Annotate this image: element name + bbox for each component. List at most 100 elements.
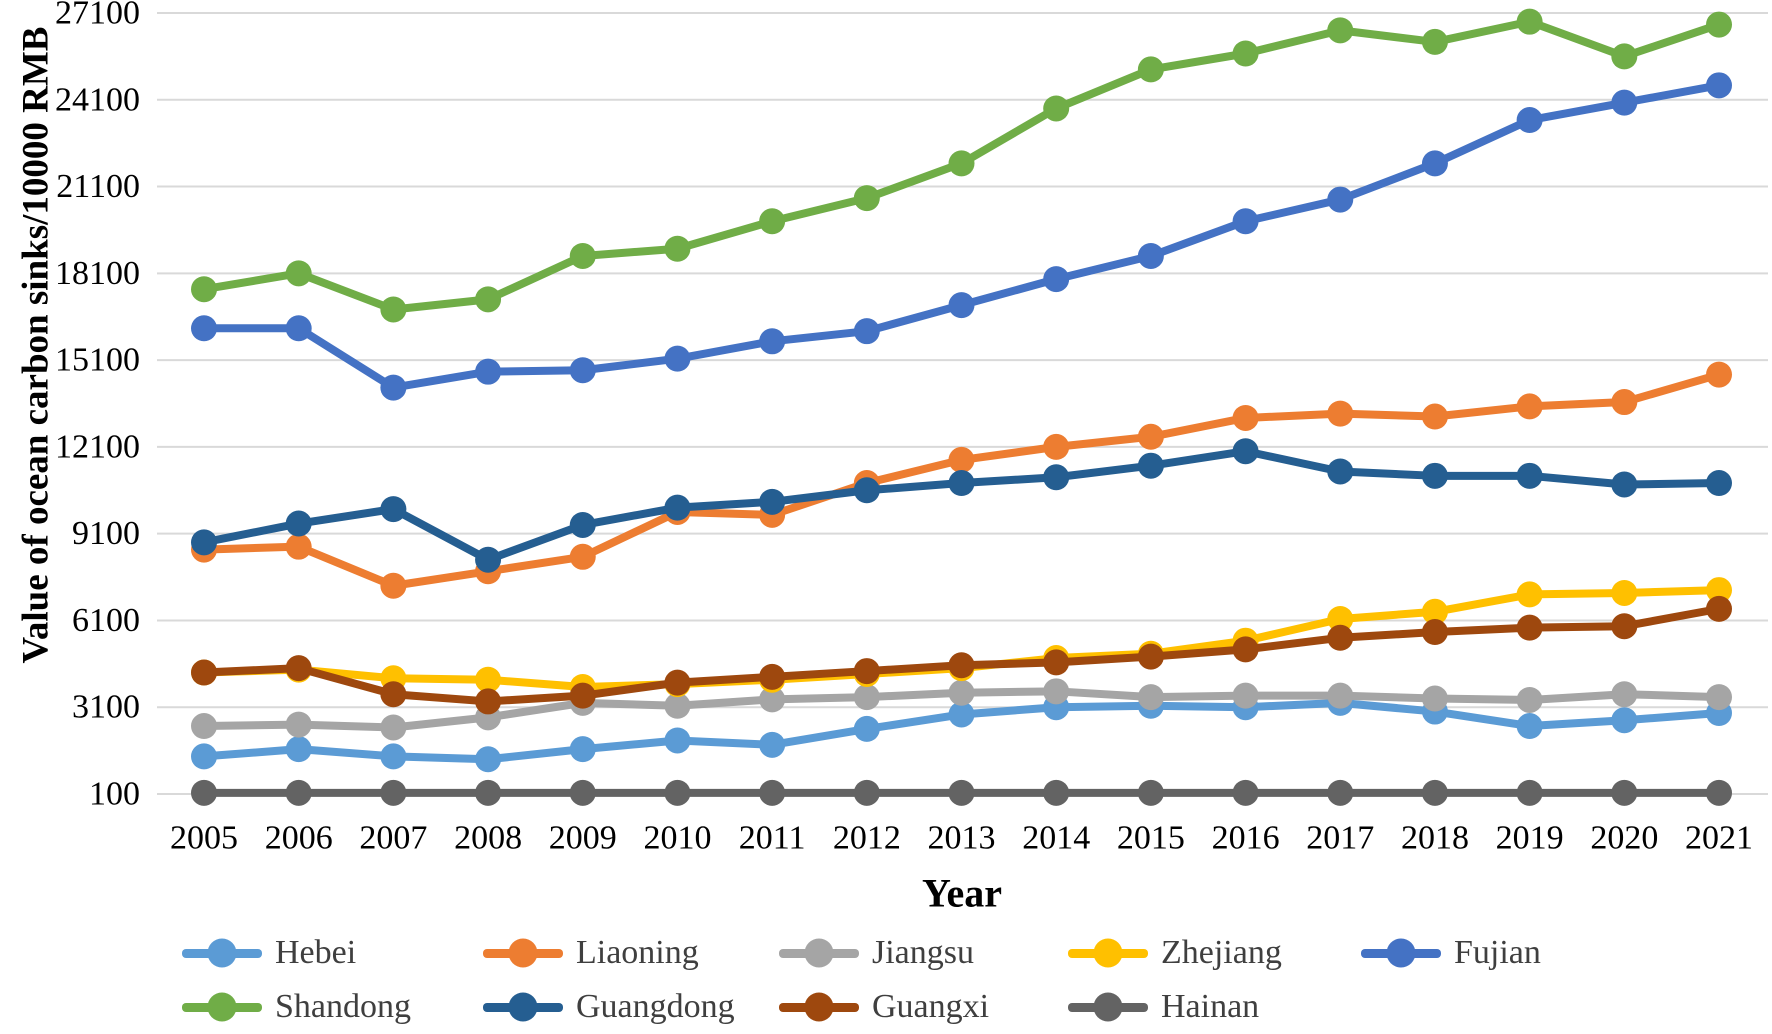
data-point-liaoning bbox=[380, 572, 407, 599]
legend-dot-icon bbox=[508, 938, 538, 968]
legend-item-jiangsu: Jiangsu bbox=[779, 934, 974, 972]
data-point-guangxi bbox=[1137, 643, 1164, 670]
legend-label: Jiangsu bbox=[872, 934, 974, 971]
x-tick-label: 2019 bbox=[1496, 820, 1564, 857]
legend-label: Fujian bbox=[1454, 934, 1541, 971]
x-tick-label: 2021 bbox=[1685, 820, 1753, 857]
data-point-hainan bbox=[191, 779, 217, 806]
data-point-guangdong bbox=[1516, 462, 1543, 489]
data-point-fujian bbox=[475, 358, 502, 385]
legend-dot-icon bbox=[1093, 992, 1123, 1022]
data-point-fujian bbox=[1516, 107, 1543, 134]
legend-item-guangxi: Guangxi bbox=[779, 988, 989, 1026]
data-point-jiangsu bbox=[948, 679, 975, 706]
data-point-liaoning bbox=[1516, 393, 1543, 420]
data-point-jiangsu bbox=[759, 686, 786, 713]
data-point-shandong bbox=[1327, 17, 1354, 44]
y-tick-label: 27100 bbox=[55, 0, 140, 32]
data-point-shandong bbox=[948, 150, 975, 177]
data-point-hebei bbox=[285, 736, 312, 763]
data-point-hainan bbox=[1327, 779, 1354, 806]
data-point-hainan bbox=[1516, 779, 1543, 806]
data-point-guangdong bbox=[1232, 438, 1259, 465]
x-tick-label: 2018 bbox=[1401, 820, 1469, 857]
data-point-liaoning bbox=[1706, 361, 1732, 388]
data-point-guangxi bbox=[853, 658, 880, 685]
data-point-guangxi bbox=[948, 652, 975, 679]
data-point-shandong bbox=[1706, 11, 1732, 38]
legend-marker-icon bbox=[483, 992, 563, 1022]
data-point-jiangsu bbox=[191, 713, 217, 740]
data-point-guangxi bbox=[191, 659, 217, 686]
data-point-guangdong bbox=[1137, 452, 1164, 479]
legend-dot-icon bbox=[207, 992, 237, 1022]
data-point-hainan bbox=[1137, 779, 1164, 806]
data-point-zhejiang bbox=[1516, 581, 1543, 608]
data-point-shandong bbox=[475, 286, 502, 313]
legend-item-guangdong: Guangdong bbox=[483, 988, 735, 1026]
data-point-shandong bbox=[285, 260, 312, 287]
data-point-fujian bbox=[1043, 266, 1070, 293]
legend-label: Guangdong bbox=[576, 988, 735, 1025]
y-tick-label: 15100 bbox=[55, 342, 140, 379]
data-point-hebei bbox=[475, 746, 502, 773]
data-point-hainan bbox=[475, 779, 502, 806]
data-point-shandong bbox=[1516, 8, 1543, 35]
data-point-guangxi bbox=[1706, 595, 1732, 622]
data-point-liaoning bbox=[1421, 403, 1448, 430]
series-line-fujian bbox=[200, 81, 1723, 392]
x-tick-label: 2009 bbox=[549, 820, 617, 857]
data-point-hainan bbox=[380, 779, 407, 806]
data-point-guangdong bbox=[948, 470, 975, 497]
legend-dot-icon bbox=[804, 938, 834, 968]
data-point-hainan bbox=[1421, 779, 1448, 806]
x-tick-label: 2008 bbox=[454, 820, 522, 857]
legend-item-hebei: Hebei bbox=[182, 934, 356, 972]
data-point-zhejiang bbox=[1327, 605, 1354, 632]
data-point-shandong bbox=[1421, 28, 1448, 55]
data-point-liaoning bbox=[285, 533, 312, 560]
data-point-guangdong bbox=[759, 488, 786, 515]
data-point-hainan bbox=[1706, 779, 1732, 806]
data-point-hainan bbox=[948, 779, 975, 806]
data-point-fujian bbox=[759, 328, 786, 355]
data-point-jiangsu bbox=[1516, 686, 1543, 713]
data-point-guangxi bbox=[475, 688, 502, 715]
data-point-guangdong bbox=[1706, 470, 1732, 497]
data-point-guangdong bbox=[1611, 471, 1638, 498]
x-tick-label: 2011 bbox=[739, 820, 806, 857]
data-point-guangdong bbox=[1043, 464, 1070, 491]
legend-marker-icon bbox=[1361, 938, 1441, 968]
data-point-liaoning bbox=[1232, 404, 1259, 431]
x-tick-label: 2015 bbox=[1117, 820, 1185, 857]
data-point-guangdong bbox=[1327, 458, 1354, 485]
data-point-shandong bbox=[1232, 40, 1259, 67]
y-tick-label: 12100 bbox=[55, 428, 140, 465]
data-point-hainan bbox=[664, 779, 691, 806]
legend-item-liaoning: Liaoning bbox=[483, 934, 699, 972]
data-point-fujian bbox=[853, 318, 880, 345]
data-point-fujian bbox=[1421, 150, 1448, 177]
x-tick-label: 2017 bbox=[1306, 820, 1374, 857]
data-point-guangxi bbox=[380, 681, 407, 708]
x-tick-label: 2010 bbox=[643, 820, 711, 857]
legend-item-fujian: Fujian bbox=[1361, 934, 1541, 972]
data-point-fujian bbox=[1327, 186, 1354, 213]
data-point-guangxi bbox=[285, 655, 312, 682]
legend-marker-icon bbox=[1068, 938, 1148, 968]
legend-label: Zhejiang bbox=[1161, 934, 1282, 971]
data-point-hainan bbox=[285, 779, 312, 806]
data-point-fujian bbox=[664, 345, 691, 372]
legend-label: Hebei bbox=[275, 934, 357, 971]
data-point-hebei bbox=[1611, 707, 1638, 734]
legend-dot-icon bbox=[804, 992, 834, 1022]
legend-marker-icon bbox=[182, 992, 262, 1022]
data-point-jiangsu bbox=[1232, 682, 1259, 709]
data-point-guangdong bbox=[569, 511, 596, 538]
data-point-hebei bbox=[569, 736, 596, 763]
data-point-liaoning bbox=[1611, 389, 1638, 416]
y-tick-label: 18100 bbox=[55, 255, 140, 292]
y-tick-label: 6100 bbox=[72, 602, 140, 639]
data-point-guangdong bbox=[380, 496, 407, 523]
